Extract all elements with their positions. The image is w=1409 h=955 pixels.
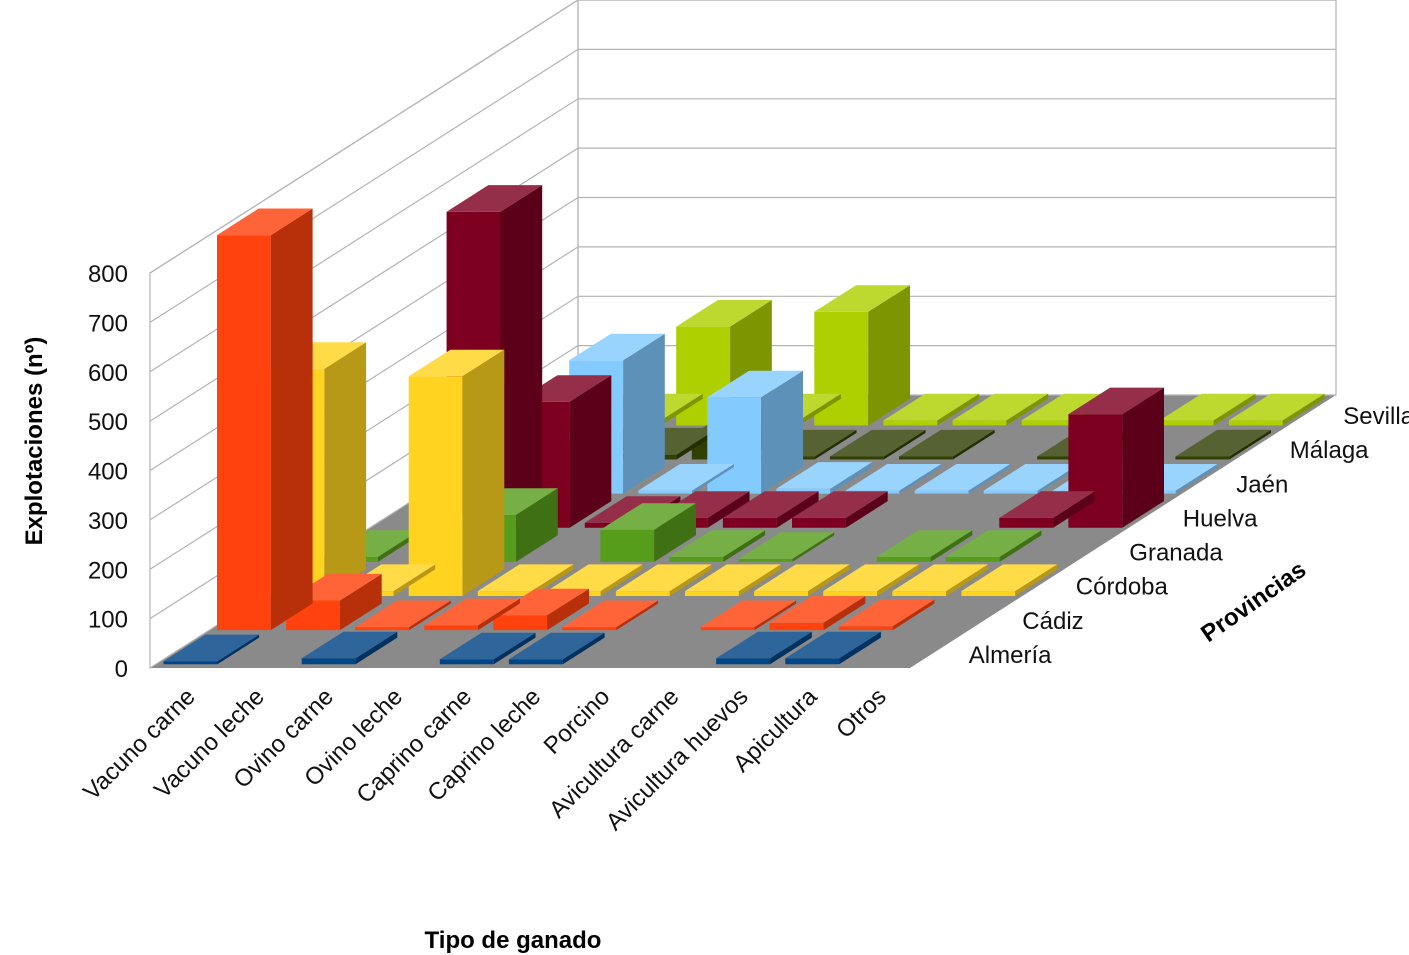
bar-Huelva-Porcino xyxy=(792,491,888,528)
bar-Cádiz-Ovino carne xyxy=(355,600,451,631)
bar-Córdoba-Ovino carne xyxy=(408,349,505,596)
bar-Córdoba-Otros xyxy=(961,564,1057,596)
bar-Málaga-Porcino xyxy=(899,429,995,460)
bar-Cádiz-Apicultura xyxy=(838,599,935,631)
z-axis-title: Provincias xyxy=(1196,556,1311,648)
y-tick-label: 200 xyxy=(88,557,128,584)
bar-Málaga-Otros xyxy=(1175,429,1271,460)
bar-Jaén-Avicultura carne xyxy=(914,464,1011,494)
bar-Córdoba-Avicultura carne xyxy=(754,564,850,596)
bar-Cádiz-Avicultura carne xyxy=(700,600,797,631)
bar-Huelva-Apicultura xyxy=(999,491,1095,528)
bar-Córdoba-Ovino leche xyxy=(477,564,574,596)
bar-Granada-Porcino xyxy=(738,532,835,562)
bar-Cádiz-Caprino carne xyxy=(493,588,589,631)
bar-Cádiz-Vacuno carne xyxy=(217,208,313,631)
z-tick-label: Jaén xyxy=(1236,471,1288,498)
bar-Granada-Avicultura huevos xyxy=(876,530,973,562)
y-tick-label: 0 xyxy=(115,656,128,683)
y-tick-label: 300 xyxy=(88,508,128,535)
bar-Málaga-Caprino leche xyxy=(829,429,926,460)
y-tick-labels: 0 100 200 300 400 500 600 700 800 xyxy=(88,261,128,683)
y-tick-label: 600 xyxy=(88,360,128,387)
bar-Sevilla-Caprino leche xyxy=(883,393,980,426)
bar-Sevilla-Porcino xyxy=(952,393,1049,426)
x-axis-title: Tipo de ganado xyxy=(425,927,602,954)
z-tick-label: Sevilla xyxy=(1343,403,1409,430)
bar-Granada-Caprino carne xyxy=(600,503,696,562)
gridline xyxy=(149,0,1336,274)
z-tick-label: Huelva xyxy=(1183,505,1258,532)
bar-Almería-Caprino leche xyxy=(508,632,605,665)
z-tick-label: Cádiz xyxy=(1022,608,1083,635)
y-axis-title: Explotaciones (nº) xyxy=(21,337,48,546)
bar-Córdoba-Apicultura xyxy=(892,564,988,596)
bar-Almería-Caprino carne xyxy=(439,632,536,665)
bar-Granada-Caprino leche xyxy=(669,530,766,562)
bar-Huelva-Caprino leche xyxy=(722,491,819,528)
z-tick-label: Málaga xyxy=(1290,437,1369,464)
bar-Cádiz-Avicultura huevos xyxy=(769,596,866,631)
bar-Córdoba-Caprino leche xyxy=(615,564,712,596)
bar-Cádiz-Caprino leche xyxy=(562,600,659,631)
z-tick-label: Córdoba xyxy=(1076,574,1169,601)
bar-Almería-Apicultura xyxy=(785,631,881,665)
bar-Jaén-Ovino leche xyxy=(638,464,734,494)
z-tick-labels: Almería Cádiz Córdoba Granada Huelva JaénMála… xyxy=(969,403,1409,669)
bar-Granada-Apicultura xyxy=(945,530,1042,562)
bar-Córdoba-Avicultura huevos xyxy=(823,564,919,596)
y-tick-label: 400 xyxy=(88,459,128,486)
bar-Sevilla-Otros xyxy=(1228,393,1325,426)
z-tick-label: Granada xyxy=(1129,540,1223,567)
bar-Jaén-Caprino carne xyxy=(707,370,803,494)
bar-Sevilla-Caprino carne xyxy=(814,285,910,426)
y-tick-label: 500 xyxy=(88,409,128,436)
y-tick-label: 700 xyxy=(88,310,128,337)
x-tick-label: Otros xyxy=(831,683,892,744)
z-tick-label: Almería xyxy=(969,642,1052,669)
bar-Almería-Vacuno carne xyxy=(163,634,260,665)
bar-Almería-Ovino carne xyxy=(301,631,398,665)
y-tick-label: 800 xyxy=(88,261,128,288)
y-tick-label: 100 xyxy=(88,607,128,634)
bar-Sevilla-Apicultura xyxy=(1159,393,1256,426)
gridline xyxy=(149,48,1336,323)
chart-bars xyxy=(163,185,1325,665)
bar-Córdoba-Porcino xyxy=(685,564,781,596)
bar-Cádiz-Ovino leche xyxy=(424,598,520,631)
bar-Jaén-Caprino leche xyxy=(776,462,873,494)
bar-Almería-Avicultura huevos xyxy=(716,631,812,665)
